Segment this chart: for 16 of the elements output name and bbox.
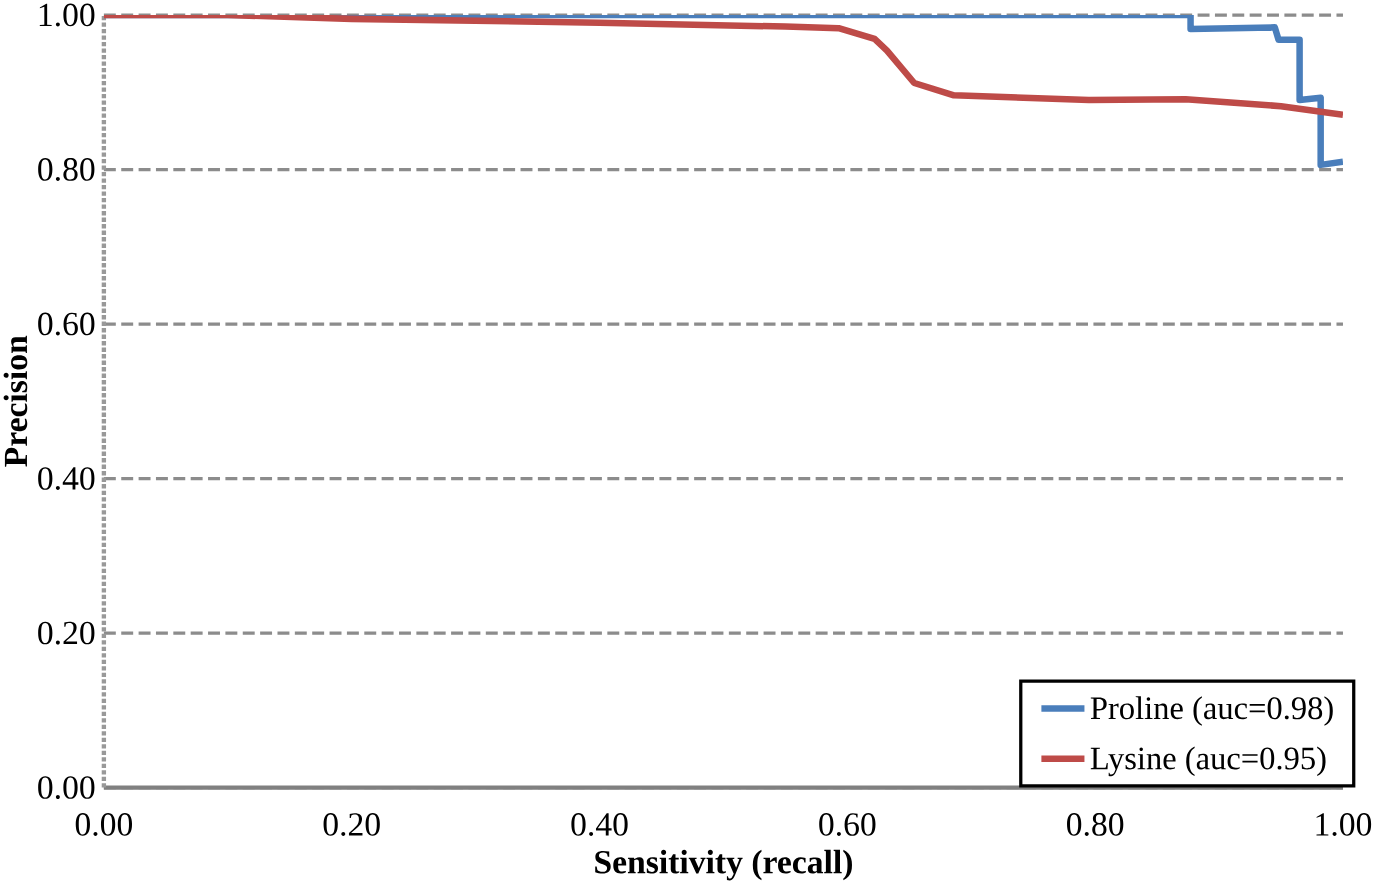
legend-label: Proline (auc=0.98) xyxy=(1090,696,1333,726)
x-tick-label: 0.60 xyxy=(819,813,876,836)
x-tick-label: 0.80 xyxy=(1067,813,1124,836)
x-tick-label: 1.00 xyxy=(1316,813,1372,836)
y-axis-title: Precision xyxy=(3,335,28,467)
y-tick-label: 1.00 xyxy=(39,3,95,27)
legend-label: Lysine (auc=0.95) xyxy=(1090,746,1326,777)
y-tick-label: 0.40 xyxy=(38,467,95,490)
y-tick-label: 0.20 xyxy=(38,621,95,645)
x-tick-label: 0.40 xyxy=(571,813,628,836)
x-axis-title: Sensitivity (recall) xyxy=(595,849,852,881)
x-tick-label: 0.00 xyxy=(75,813,133,836)
x-tick-label: 0.20 xyxy=(323,813,380,836)
y-tick-label: 0.80 xyxy=(38,158,95,181)
y-tick-label: 0.00 xyxy=(38,776,95,799)
y-tick-label: 0.60 xyxy=(38,312,95,336)
